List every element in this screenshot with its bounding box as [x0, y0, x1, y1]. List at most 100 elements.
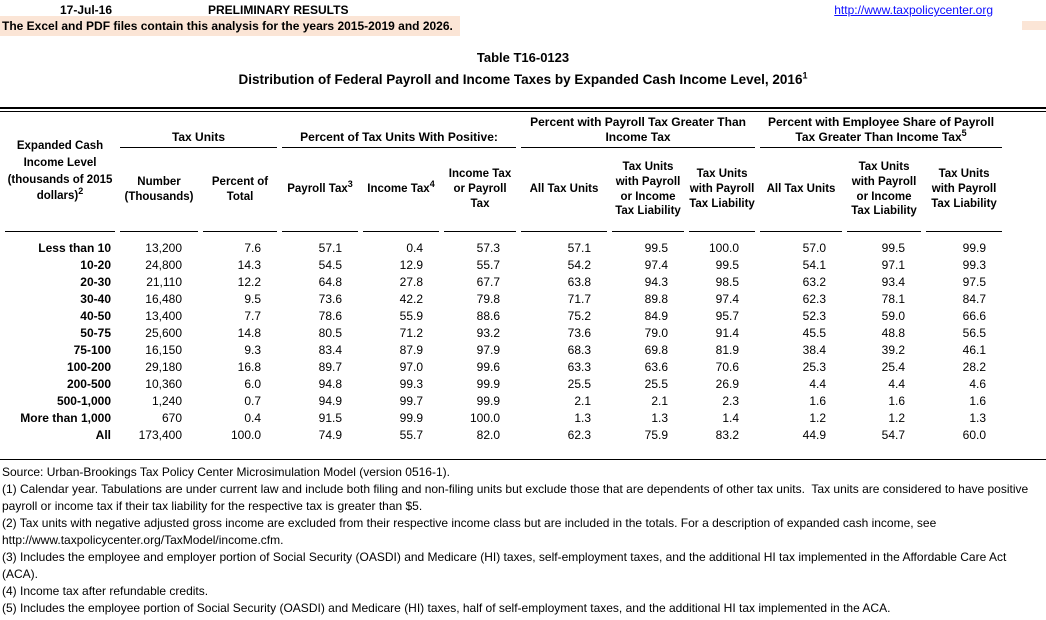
data-cell: 71.2: [399, 326, 423, 340]
data-cell: 7.7: [244, 309, 261, 323]
column-header: All Tax Units: [760, 148, 843, 232]
data-cell: 67.7: [476, 275, 501, 289]
data-cell: 4.4: [809, 377, 827, 391]
data-cell: 70.6: [715, 360, 740, 374]
data-cell: 71.7: [567, 292, 592, 306]
data-cell: 83.2: [715, 428, 740, 442]
data-cell: 95.7: [715, 309, 740, 323]
data-cell: 6.0: [244, 377, 261, 391]
data-cell: 99.5: [881, 241, 906, 255]
column-header: Payroll Tax3: [282, 148, 358, 232]
data-cell: 73.6: [318, 292, 342, 306]
preliminary-results-label: PRELIMINARY RESULTS: [208, 3, 349, 17]
data-cell: 74.9: [318, 428, 342, 442]
data-cell: 62.3: [802, 292, 827, 306]
data-cell: 78.6: [318, 309, 342, 323]
data-cell: 4.6: [969, 377, 987, 391]
data-cell: 99.9: [962, 241, 987, 255]
data-cell: 42.2: [399, 292, 423, 306]
data-cell: 68.3: [567, 343, 592, 357]
taxpolicycenter-link[interactable]: http://www.taxpolicycenter.org: [834, 3, 993, 17]
income-level-label: 100-200: [66, 360, 111, 374]
footnotes: Source: Urban-Brookings Tax Policy Cente…: [0, 464, 1044, 617]
group-header-row: Expanded Cash Income Level (thousands of…: [5, 112, 1003, 232]
data-cell: 25.3: [802, 360, 827, 374]
data-cell: 93.4: [881, 275, 906, 289]
data-cell: 99.5: [715, 258, 740, 272]
data-cell: 57.3: [476, 241, 501, 255]
footnote-ref: 4: [429, 179, 435, 190]
data-cell: 13,400: [145, 309, 182, 323]
table-area: Expanded Cash Income Level (thousands of…: [0, 107, 1046, 617]
data-cell: 57.1: [567, 241, 592, 255]
table-row: 50-75 25,600 14.8 80.5 71.2 93.2 73.6 79.0 91.4 4…: [5, 325, 1002, 342]
page-title: Distribution of Federal Payroll and Inco…: [238, 70, 808, 87]
data-cell: 12.2: [237, 275, 261, 289]
data-cell: 73.6: [567, 326, 592, 340]
footnote-3: (3) Includes the employee and employer p…: [2, 550, 1010, 581]
table-row: 10-20 24,800 14.3 54.5 12.9 55.7 54.2 97.4 99.5 5…: [5, 257, 1002, 274]
income-level-label: 30-40: [80, 292, 111, 306]
data-cell: 89.8: [644, 292, 669, 306]
data-cell: 1.6: [888, 394, 906, 408]
footnote-1: (1) Calendar year. Tabulations are under…: [2, 482, 1032, 513]
column-header: Number (Thousands): [120, 148, 198, 232]
data-cell: 99.9: [476, 394, 501, 408]
footnote-2: (2) Tax units with negative adjusted gro…: [2, 516, 940, 547]
data-cell: 25.5: [567, 377, 592, 391]
footnote-5: (5) Includes the employee portion of Soc…: [2, 601, 891, 615]
data-cell: 100.0: [230, 428, 261, 442]
top-bar: 17-Jul-16 PRELIMINARY RESULTS http://www…: [0, 3, 1046, 17]
table-header: Expanded Cash Income Level (thousands of…: [5, 112, 1003, 232]
data-cell: 0.7: [244, 394, 261, 408]
data-cell: 94.3: [644, 275, 669, 289]
data-cell: 1.3: [574, 411, 592, 425]
banner-highlight-fragment: [1022, 21, 1046, 30]
income-level-label: 500-1,000: [56, 394, 111, 408]
data-cell: 46.1: [962, 343, 987, 357]
data-cell: 63.6: [644, 360, 669, 374]
footnote-ref: 2: [78, 186, 84, 197]
data-cell: 100.0: [469, 411, 501, 425]
data-cell: 14.8: [237, 326, 261, 340]
data-cell: 7.6: [244, 241, 261, 255]
income-level-label: Less than 10: [38, 241, 111, 255]
column-group-header: Tax Units: [120, 112, 277, 148]
data-cell: 55.7: [476, 258, 501, 272]
column-header: Percent of Total: [203, 148, 277, 232]
data-cell: 63.2: [802, 275, 827, 289]
footnote-ref: 3: [347, 179, 353, 190]
data-cell: 28.2: [962, 360, 987, 374]
column-group-header: Percent of Tax Units With Positive:: [282, 112, 517, 148]
income-level-label: 40-50: [80, 309, 111, 323]
data-cell: 10,360: [145, 377, 182, 391]
data-cell: 25,600: [145, 326, 182, 340]
data-cell: 99.6: [476, 360, 501, 374]
data-cell: 63.8: [567, 275, 592, 289]
column-header: Income Tax4: [363, 148, 439, 232]
table-row: 500-1,000 1,240 0.7 94.9 99.7 99.9 2.1 2.1 2.3 1.…: [5, 393, 1002, 410]
data-cell: 54.7: [881, 428, 906, 442]
income-level-label: More than 1,000: [20, 411, 111, 425]
data-cell: 24,800: [145, 258, 182, 272]
spacer-row: [5, 232, 1002, 240]
data-cell: 98.5: [715, 275, 740, 289]
data-cell: 13,200: [145, 241, 182, 255]
data-cell: 84.9: [644, 309, 669, 323]
data-cell: 97.1: [881, 258, 906, 272]
column-header-row: Number (Thousands) Percent of Total Payrol…: [5, 148, 1003, 232]
data-cell: 99.3: [962, 258, 987, 272]
data-cell: 100.0: [709, 241, 740, 255]
data-cell: 1.3: [651, 411, 669, 425]
data-cell: 14.3: [237, 258, 261, 272]
income-level-label: 20-30: [80, 275, 111, 289]
data-cell: 54.2: [567, 258, 592, 272]
data-cell: 12.9: [399, 258, 423, 272]
data-cell: 99.7: [399, 394, 423, 408]
data-cell: 57.0: [802, 241, 827, 255]
data-cell: 1.2: [888, 411, 906, 425]
data-cell: 84.7: [962, 292, 987, 306]
column-header: Tax Units with Payroll or Income Tax Lia…: [847, 148, 922, 232]
column-group-header: Percent with Payroll Tax Greater Than In…: [521, 112, 756, 148]
